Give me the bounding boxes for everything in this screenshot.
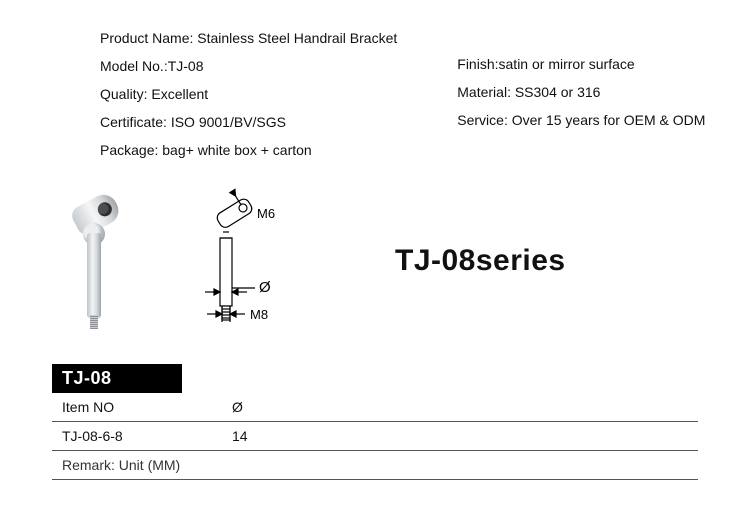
spec-row: Product Name: Stainless Steel Handrail B…: [100, 24, 397, 52]
spec-col-right: Finish:satin or mirror surface Material:…: [457, 24, 705, 164]
spec-value: Excellent: [151, 86, 208, 102]
spec-table: TJ-08 Item NO Ø TJ-08-6-8 14 Remark: Uni…: [52, 364, 698, 480]
spec-value: SS304 or 316: [515, 84, 601, 100]
spec-label: Package: [100, 142, 154, 158]
spec-col-left: Product Name: Stainless Steel Handrail B…: [100, 24, 397, 164]
remark: Remark: Unit (MM): [52, 451, 698, 480]
spec-row: Material: SS304 or 316: [457, 78, 705, 106]
spec-row: Model No.:TJ-08: [100, 52, 397, 80]
table-row: Remark: Unit (MM): [52, 451, 698, 480]
photo-thread: [90, 315, 98, 329]
spec-value: TJ-08: [168, 58, 204, 74]
series-title: TJ-08series: [395, 244, 566, 278]
product-photo: [65, 193, 120, 328]
spec-value: bag+ white box + carton: [162, 142, 311, 158]
spec-value: ISO 9001/BV/SGS: [171, 114, 286, 130]
callout-diameter: Ø: [259, 279, 271, 296]
table-header-bar: TJ-08: [52, 364, 182, 393]
callout-m6: M6: [257, 206, 275, 221]
table-row: Item NO Ø: [52, 393, 698, 422]
callout-m8: M8: [250, 307, 268, 322]
spec-row: Service: Over 15 years for OEM & ODM: [457, 106, 705, 134]
spec-label: Product Name: [100, 30, 189, 46]
spec-label: Quality: [100, 86, 144, 102]
table-row: TJ-08-6-8 14: [52, 422, 698, 451]
spec-label: Service: [457, 112, 504, 128]
dimension-table: Item NO Ø TJ-08-6-8 14 Remark: Unit (MM): [52, 393, 698, 480]
cell: TJ-08-6-8: [52, 422, 222, 451]
cell: 14: [222, 422, 698, 451]
spec-row: Package: bag+ white box + carton: [100, 136, 397, 164]
spec-row: Certificate: ISO 9001/BV/SGS: [100, 108, 397, 136]
spec-value: Stainless Steel Handrail Bracket: [197, 30, 397, 46]
media-row: M6 Ø M8 TJ-08series: [65, 188, 750, 333]
spec-value: Over 15 years for OEM & ODM: [512, 112, 706, 128]
photo-shaft: [87, 233, 101, 318]
spec-label: Finish: [457, 56, 494, 72]
col-header: Ø: [222, 393, 698, 422]
spec-value: satin or mirror surface: [499, 56, 635, 72]
dimension-diagram: M6 Ø M8: [175, 188, 305, 333]
spec-label: Model No.: [100, 58, 164, 74]
spec-row: Finish:satin or mirror surface: [457, 50, 705, 78]
spec-label: Material: [457, 84, 507, 100]
spec-label: Certificate: [100, 114, 163, 130]
col-header: Item NO: [52, 393, 222, 422]
spec-block: Product Name: Stainless Steel Handrail B…: [100, 24, 750, 164]
spec-row: Quality: Excellent: [100, 80, 397, 108]
